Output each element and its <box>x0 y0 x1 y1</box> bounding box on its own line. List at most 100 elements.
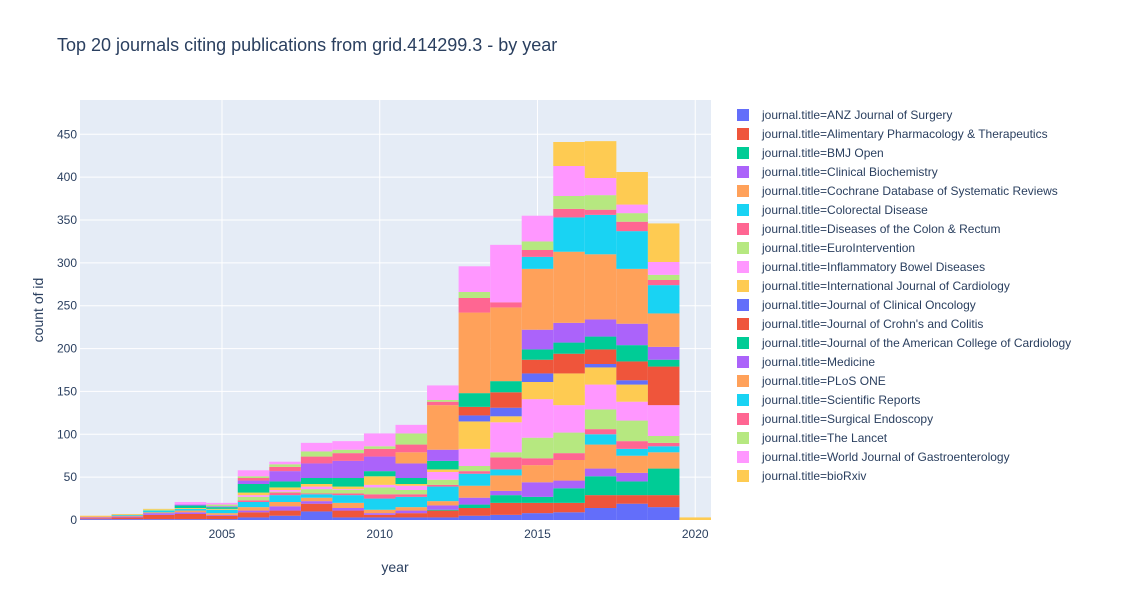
bar-segment <box>427 479 459 485</box>
bar-segment <box>206 502 238 505</box>
bar-segment <box>458 473 491 486</box>
bar-segment <box>584 429 617 435</box>
legend-label: journal.title=Clinical Biochemistry <box>761 165 938 179</box>
bar-segment <box>584 508 617 520</box>
bar-segment <box>143 514 175 520</box>
bar-segment <box>269 491 301 493</box>
bar-segment <box>427 501 459 506</box>
bar-segment <box>174 508 207 511</box>
bar-segment <box>395 452 428 464</box>
x-axis-title: year <box>381 559 409 575</box>
bar-segment <box>616 380 648 385</box>
bar-segment <box>521 215 554 242</box>
legend-swatch <box>737 451 749 463</box>
bar-segment <box>553 502 585 513</box>
bar-segment <box>332 478 364 487</box>
bar-segment <box>111 516 144 518</box>
bar-segment <box>300 451 333 457</box>
bar-segment <box>269 495 301 502</box>
legend-swatch <box>737 128 749 140</box>
bar-segment <box>300 463 333 478</box>
bar-segment <box>553 217 585 252</box>
bar-segment <box>237 478 270 481</box>
bar-segment <box>427 405 459 450</box>
bar-segment <box>616 221 648 232</box>
legend-swatch <box>737 185 749 197</box>
bar-segment <box>206 506 238 508</box>
y-tick-label: 200 <box>57 342 77 356</box>
bar-segment <box>490 244 522 303</box>
bar-segment <box>553 512 585 520</box>
bar-segment <box>490 407 522 417</box>
bar-segment <box>647 468 680 496</box>
bar-segment <box>647 442 680 447</box>
bar-segment <box>427 400 459 402</box>
bar-segment <box>521 329 554 350</box>
bar-segment <box>237 496 270 501</box>
bar-segment <box>521 241 554 250</box>
bar-segment <box>427 449 459 461</box>
bar-segment <box>363 446 396 449</box>
bar-segment <box>616 323 648 346</box>
y-axis-title: count of id <box>30 278 46 343</box>
bar-segment <box>584 195 617 210</box>
bar-segment <box>521 496 554 503</box>
y-tick-label: 450 <box>57 127 77 141</box>
legend-label: journal.title=Alimentary Pharmacology & … <box>761 127 1048 141</box>
legend-label: journal.title=Inflammatory Bowel Disease… <box>761 260 985 274</box>
bar-segment <box>647 507 680 520</box>
bar-segment <box>490 392 522 408</box>
bar-segment <box>143 512 175 514</box>
bar-segment <box>458 406 491 416</box>
y-tick-label: 350 <box>57 213 77 227</box>
bar-segment <box>143 510 175 513</box>
bar-segment <box>458 292 491 298</box>
bar-segment <box>521 465 554 483</box>
bar-segment <box>616 231 648 269</box>
bar-segment <box>206 514 238 516</box>
bar-segment <box>206 504 238 507</box>
bar-segment <box>363 448 396 457</box>
bar-segment <box>490 490 522 496</box>
bar-segment <box>332 460 364 478</box>
bar-segment <box>395 494 428 497</box>
bar-segment <box>647 262 680 275</box>
legend-swatch <box>737 204 749 216</box>
legend-swatch <box>737 223 749 235</box>
legend-swatch <box>737 394 749 406</box>
bar-segment <box>237 502 270 508</box>
legend-swatch <box>737 299 749 311</box>
bar-segment <box>332 490 364 494</box>
bar-segment <box>521 359 554 374</box>
bar-segment <box>300 442 333 452</box>
bar-segment <box>111 514 144 516</box>
bar-segment <box>363 476 396 485</box>
bar-segment <box>616 441 648 449</box>
bar-segment <box>174 512 207 514</box>
bar-segment <box>616 420 648 442</box>
bar-segment <box>206 519 238 520</box>
bar-segment <box>553 322 585 343</box>
bar-segment <box>647 446 680 453</box>
bar-segment <box>647 285 680 314</box>
bar-segment <box>490 495 522 503</box>
bar-segment <box>237 476 270 478</box>
bar-segment <box>300 493 333 495</box>
legend-label: journal.title=Journal of the American Co… <box>761 336 1071 350</box>
bar-segment <box>237 484 270 493</box>
legend-label: journal.title=The Lancet <box>761 431 888 445</box>
bar-segment <box>427 509 459 511</box>
legend: journal.title=ANZ Journal of Surgery jour… <box>737 108 1071 483</box>
bar-segment <box>300 503 333 512</box>
legend-label: journal.title=Scientific Reports <box>761 393 920 407</box>
bar-segment <box>237 512 270 518</box>
bar-segment <box>300 484 333 487</box>
y-tick-label: 50 <box>64 470 78 484</box>
legend-label: journal.title=ANZ Journal of Surgery <box>761 108 952 122</box>
bar-segment <box>458 421 491 449</box>
bar-segment <box>458 298 491 313</box>
legend-label: journal.title=Diseases of the Colon & Re… <box>761 222 1000 236</box>
bar-segment <box>584 336 617 350</box>
bar-segment <box>521 513 554 520</box>
